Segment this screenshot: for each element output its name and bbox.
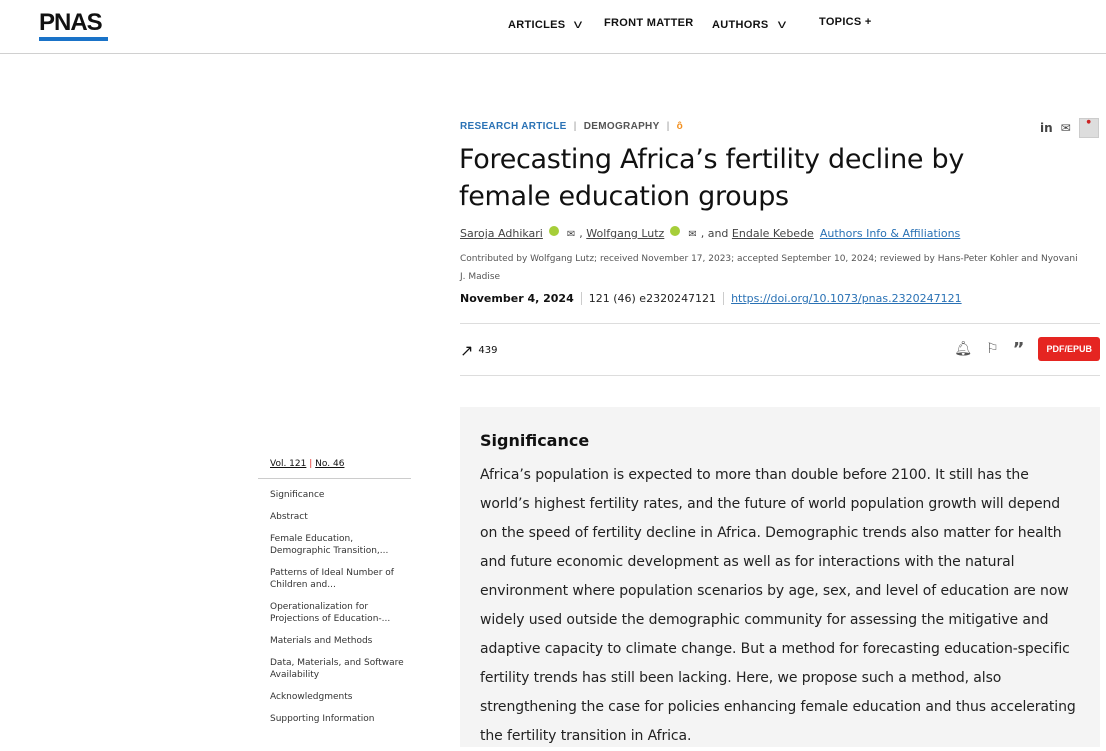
- site-header: PNAS ARTICLES v FRONT MATTER AUTHORS v TOP…: [0, 0, 1106, 54]
- email-icon[interactable]: ✉: [688, 229, 697, 240]
- nav-authors[interactable]: AUTHORS v: [712, 17, 787, 31]
- chevron-down-icon: v: [574, 17, 583, 31]
- toc-item[interactable]: Abstract: [270, 512, 308, 522]
- affiliations-link[interactable]: Authors Info & Affiliations: [819, 227, 961, 240]
- quote-icon[interactable]: ”: [1012, 338, 1025, 360]
- orcid-icon[interactable]: [548, 226, 559, 236]
- nav-topics[interactable]: TOPICS +: [819, 16, 872, 28]
- pdf-epub-button[interactable]: PDF/EPUB: [1038, 337, 1100, 361]
- contribution-note: Contributed by Wolfgang Lutz; received N…: [460, 254, 1078, 282]
- toc-item[interactable]: Patterns of Ideal Number of Children and…: [270, 568, 394, 590]
- check-for-updates-icon[interactable]: ●: [1078, 118, 1099, 138]
- orcid-icon[interactable]: [670, 226, 681, 236]
- author-link[interactable]: Wolfgang Lutz: [586, 227, 665, 240]
- toc-item[interactable]: Operationalization for Projections of Ed…: [270, 602, 391, 624]
- nav-articles[interactable]: ARTICLES v: [508, 17, 583, 31]
- email-icon[interactable]: ✉: [1060, 121, 1071, 135]
- toc-item[interactable]: Acknowledgments: [270, 692, 353, 702]
- linkedin-icon[interactable]: in: [1040, 121, 1053, 135]
- author-link[interactable]: Saroja Adhikari: [460, 227, 543, 240]
- toc-item[interactable]: Materials and Methods: [270, 636, 373, 646]
- author-list: Saroja Adhikari ✉, Wolfgang Lutz ✉, and En…: [460, 226, 961, 240]
- bookmark-icon[interactable]: ⚐: [986, 341, 999, 357]
- article-type[interactable]: RESEARCH ARTICLE: [460, 121, 567, 132]
- toc-item[interactable]: Significance: [270, 490, 325, 500]
- sidebar-toc: Vol. 121 | No. 46 Significance Abstract …: [258, 459, 411, 735]
- issue-link[interactable]: Vol. 121 | No. 46: [258, 459, 411, 479]
- author-link[interactable]: Endale Kebede: [731, 227, 814, 240]
- article-toolbar: ↗ 439 🔔︎ ⚐ ” PDF/EPUB: [460, 323, 1100, 376]
- bell-icon[interactable]: 🔔︎: [954, 341, 973, 357]
- significance-section: Significance Africa’s population is expe…: [460, 407, 1100, 747]
- toc-item[interactable]: Female Education, Demographic Transition…: [270, 534, 389, 556]
- article-category[interactable]: DEMOGRAPHY: [583, 121, 660, 132]
- share-bar: in ✉ ●: [1040, 118, 1099, 138]
- trending-up-icon: ↗: [460, 341, 474, 360]
- significance-heading: Significance: [480, 431, 590, 450]
- nav-front-matter[interactable]: FRONT MATTER: [604, 17, 694, 29]
- metrics[interactable]: ↗ 439: [460, 341, 498, 360]
- volume-info: 121 (46) e2320247121: [580, 292, 723, 305]
- toc-item[interactable]: Supporting Information: [270, 714, 375, 724]
- article-title: Forecasting Africa’s fertility decline b…: [459, 144, 964, 212]
- pnas-logo[interactable]: PNAS: [39, 11, 108, 41]
- significance-text: Africa’s population is expected to more …: [480, 467, 1076, 744]
- doi-link[interactable]: https://doi.org/10.1073/pnas.2320247121: [723, 292, 962, 305]
- publication-date: November 4, 2024: [460, 292, 574, 305]
- publication-info: November 4, 2024 121 (46) e2320247121 ht…: [460, 292, 962, 305]
- article-meta: RESEARCH ARTICLE | DEMOGRAPHY | ô: [460, 121, 684, 132]
- toc-item[interactable]: Data, Materials, and Software Availabili…: [270, 658, 404, 680]
- open-access-icon: ô: [676, 121, 684, 132]
- email-icon[interactable]: ✉: [566, 229, 576, 240]
- chevron-down-icon: v: [777, 17, 787, 31]
